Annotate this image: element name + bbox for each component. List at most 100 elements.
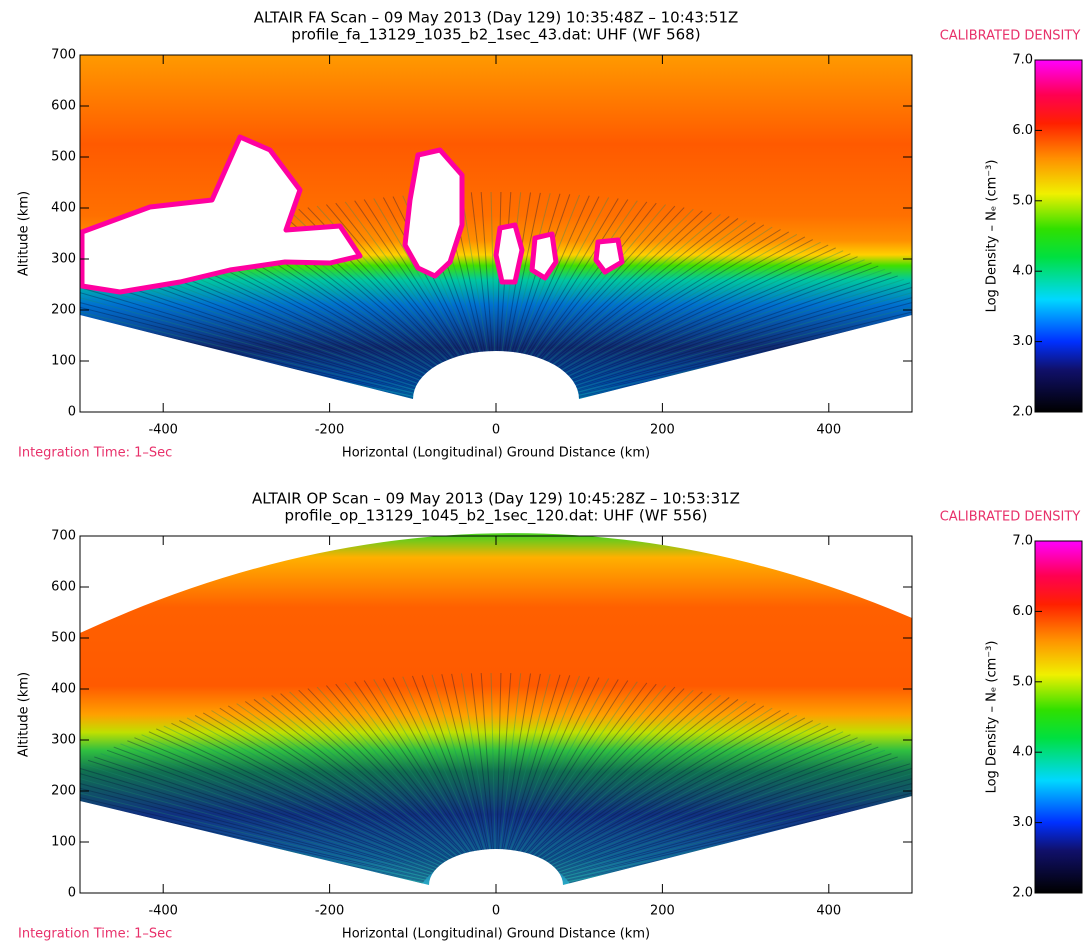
streak bbox=[514, 679, 619, 855]
y-tick-label: 100 bbox=[51, 835, 76, 850]
x-axis-label: Horizontal (Longitudinal) Ground Distanc… bbox=[342, 446, 650, 461]
streak bbox=[344, 682, 474, 856]
streak bbox=[460, 192, 492, 373]
streak bbox=[556, 272, 892, 390]
streak bbox=[244, 701, 458, 860]
streak bbox=[524, 207, 685, 376]
streak bbox=[564, 304, 912, 397]
streak bbox=[542, 233, 798, 382]
saturated-region bbox=[529, 231, 559, 281]
streak bbox=[518, 201, 648, 375]
streak bbox=[382, 678, 480, 855]
y-tick-label: 700 bbox=[51, 529, 76, 544]
streak bbox=[535, 222, 756, 380]
streak bbox=[552, 740, 865, 869]
streak bbox=[542, 714, 798, 863]
streak bbox=[506, 194, 571, 373]
streak bbox=[171, 722, 447, 865]
chart-subtitle: profile_op_13129_1045_b2_1sec_120.dat: U… bbox=[285, 507, 708, 526]
x-tick-label: -400 bbox=[148, 904, 178, 919]
streak bbox=[298, 689, 466, 858]
streak bbox=[502, 673, 541, 854]
panel: ALTAIR OP Scan – 09 May 2013 (Day 129) 1… bbox=[17, 490, 1083, 942]
streak bbox=[539, 710, 781, 862]
streak bbox=[80, 289, 431, 394]
y-tick-label: 500 bbox=[51, 150, 76, 165]
x-tick-label: 0 bbox=[492, 423, 500, 438]
streak bbox=[554, 265, 879, 389]
streak bbox=[113, 746, 438, 870]
streak bbox=[80, 300, 429, 397]
streak bbox=[363, 680, 477, 855]
streak bbox=[538, 707, 773, 862]
streak bbox=[80, 304, 428, 397]
streak bbox=[523, 686, 676, 857]
streak bbox=[156, 728, 444, 866]
streak bbox=[326, 204, 471, 376]
saturated-region bbox=[493, 222, 525, 285]
streak bbox=[227, 705, 456, 861]
streak bbox=[560, 285, 912, 393]
streak bbox=[307, 688, 468, 857]
y-tick-label: 700 bbox=[51, 48, 76, 63]
streak bbox=[100, 272, 436, 390]
panel: ALTAIR FA Scan – 09 May 2013 (Day 129) 1… bbox=[17, 9, 1083, 461]
colorbar-tick-label: 6.0 bbox=[1012, 123, 1033, 138]
colorbar-tick-label: 4.0 bbox=[1012, 745, 1033, 760]
saturated-region bbox=[593, 237, 625, 275]
streak bbox=[480, 673, 495, 854]
streak bbox=[194, 714, 450, 863]
streak bbox=[563, 781, 912, 878]
streak bbox=[80, 781, 429, 878]
streak bbox=[451, 673, 490, 854]
streak bbox=[554, 746, 879, 870]
streak bbox=[392, 677, 481, 855]
streak bbox=[354, 200, 475, 375]
colorbar-title: CALIBRATED DENSITY bbox=[940, 510, 1081, 525]
chart-title: ALTAIR OP Scan – 09 May 2013 (Day 129) 1… bbox=[252, 490, 740, 508]
colorbar bbox=[1034, 59, 1083, 413]
streak bbox=[490, 672, 496, 854]
y-tick-label: 600 bbox=[51, 580, 76, 595]
streak bbox=[527, 210, 703, 377]
streak bbox=[534, 220, 748, 379]
streak bbox=[100, 753, 436, 871]
streak bbox=[80, 292, 430, 395]
streak bbox=[470, 673, 493, 854]
streak bbox=[163, 725, 446, 865]
streak bbox=[511, 677, 600, 855]
streak bbox=[531, 697, 730, 859]
streak bbox=[539, 229, 781, 381]
streak bbox=[526, 689, 694, 858]
streak bbox=[502, 192, 541, 373]
streak bbox=[527, 691, 703, 858]
colorbar-tick-label: 2.0 bbox=[1012, 886, 1033, 901]
streak bbox=[531, 216, 730, 378]
streak bbox=[545, 241, 821, 384]
x-tick-label: -200 bbox=[315, 904, 345, 919]
streak bbox=[280, 693, 464, 858]
streak bbox=[540, 712, 790, 863]
streak bbox=[211, 710, 453, 862]
streak bbox=[563, 777, 912, 877]
streak bbox=[536, 224, 765, 380]
streak bbox=[544, 239, 813, 383]
y-tick-label: 400 bbox=[51, 201, 76, 216]
streak bbox=[81, 763, 433, 874]
streak bbox=[551, 256, 858, 387]
streak bbox=[80, 766, 432, 874]
streak bbox=[431, 674, 487, 854]
streak bbox=[561, 770, 912, 875]
streak bbox=[335, 683, 472, 856]
streak bbox=[559, 282, 911, 393]
saturated-region bbox=[402, 147, 465, 279]
streak bbox=[536, 705, 765, 861]
streak bbox=[508, 675, 581, 854]
y-tick-label: 0 bbox=[68, 405, 76, 420]
streak bbox=[534, 701, 748, 860]
streak bbox=[564, 785, 912, 878]
streak bbox=[497, 673, 512, 854]
streak bbox=[354, 681, 475, 856]
streak bbox=[402, 676, 483, 855]
streak bbox=[511, 196, 600, 374]
